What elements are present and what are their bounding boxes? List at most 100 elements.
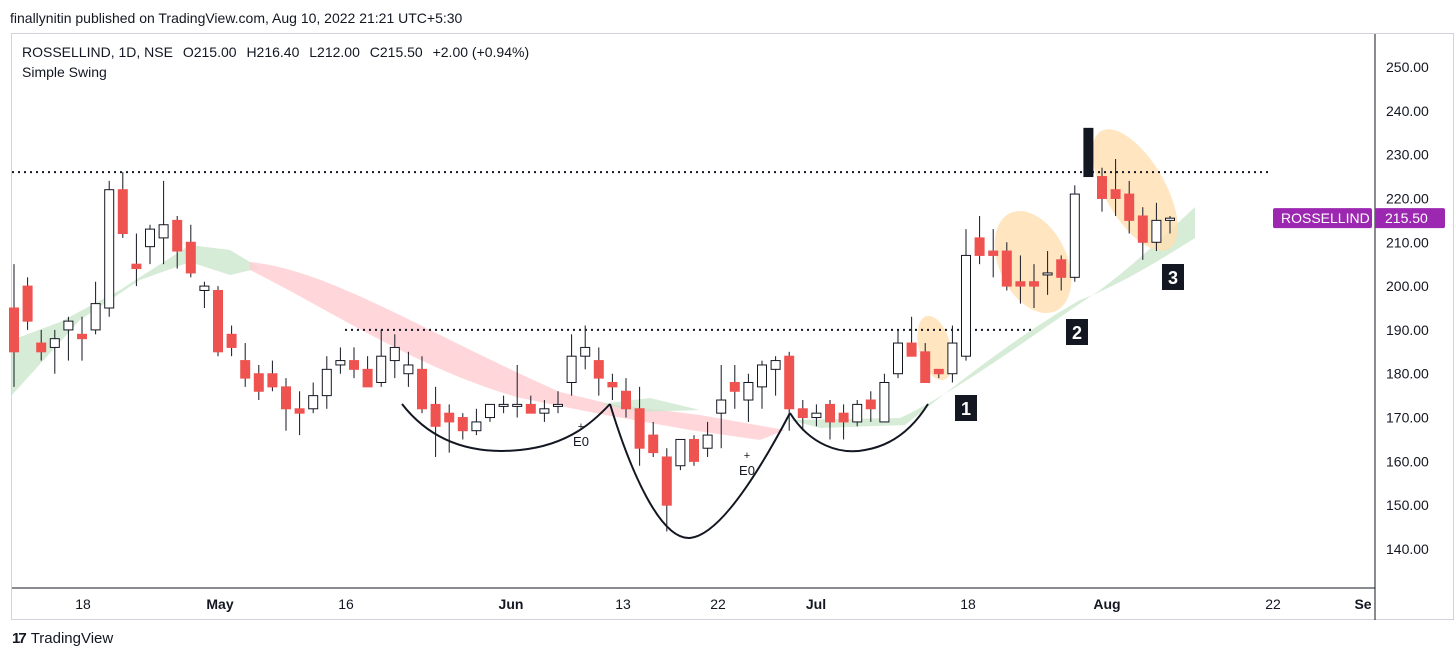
marker-2[interactable]: 2: [1066, 319, 1088, 345]
candle[interactable]: [1056, 255, 1067, 291]
candle[interactable]: [906, 316, 917, 357]
candle[interactable]: [321, 356, 332, 409]
candle[interactable]: [1001, 242, 1012, 291]
candle[interactable]: [77, 316, 87, 361]
candle[interactable]: [1015, 255, 1026, 304]
candle[interactable]: [661, 448, 672, 532]
candle[interactable]: [553, 391, 563, 414]
marker-3[interactable]: 3: [1162, 264, 1184, 290]
candle[interactable]: [593, 347, 604, 396]
candle[interactable]: [702, 421, 713, 457]
candle[interactable]: [1110, 159, 1121, 216]
candle[interactable]: [457, 413, 468, 440]
candle[interactable]: [362, 356, 373, 388]
candle[interactable]: [226, 325, 237, 357]
candle[interactable]: [893, 329, 903, 379]
candle[interactable]: [267, 360, 278, 392]
candle[interactable]: [865, 391, 876, 422]
indicator-name[interactable]: Simple Swing: [22, 64, 107, 80]
candle[interactable]: [1151, 202, 1162, 252]
candle[interactable]: [961, 229, 971, 361]
candle[interactable]: [349, 347, 359, 379]
candle[interactable]: [281, 378, 291, 431]
candle[interactable]: [607, 373, 618, 401]
candle[interactable]: [158, 180, 169, 265]
footer-brand[interactable]: 17 TradingView: [12, 630, 113, 647]
candle[interactable]: [920, 343, 931, 383]
candle[interactable]: [240, 343, 251, 387]
candle[interactable]: [308, 382, 319, 414]
candle[interactable]: [444, 404, 455, 453]
candle[interactable]: [213, 286, 223, 357]
candle[interactable]: [1083, 127, 1094, 178]
candle[interactable]: [294, 391, 305, 436]
candle[interactable]: [539, 400, 550, 422]
symbol-name[interactable]: ROSSELLIND, 1D, NSE: [22, 44, 173, 60]
candle[interactable]: [675, 438, 686, 471]
candle[interactable]: [852, 400, 863, 427]
marker-1[interactable]: 1: [955, 395, 977, 421]
candle[interactable]: [185, 224, 196, 278]
candle[interactable]: [417, 356, 427, 414]
candle[interactable]: [879, 373, 890, 423]
candle[interactable]: [716, 364, 727, 449]
candle[interactable]: [811, 404, 822, 427]
candle[interactable]: [63, 316, 74, 361]
candle[interactable]: [784, 351, 795, 431]
candle[interactable]: [1069, 185, 1080, 282]
candle[interactable]: [199, 281, 210, 309]
candle[interactable]: [172, 215, 183, 269]
candle[interactable]: [145, 224, 155, 265]
candle[interactable]: [1029, 264, 1039, 309]
candle[interactable]: [797, 400, 808, 431]
candle[interactable]: [757, 360, 767, 409]
candle[interactable]: [1124, 180, 1135, 234]
candle[interactable]: [770, 356, 781, 396]
cup-curve-right[interactable]: [789, 403, 929, 453]
earnings-marker-2[interactable]: +E0: [739, 450, 755, 478]
candle[interactable]: [512, 364, 523, 418]
candle[interactable]: [485, 403, 495, 422]
candle[interactable]: [648, 421, 659, 457]
candle[interactable]: [1042, 251, 1053, 295]
earnings-marker-1[interactable]: +E0: [573, 421, 589, 449]
candle[interactable]: [1137, 207, 1148, 260]
candle[interactable]: [104, 180, 115, 317]
candle[interactable]: [498, 395, 509, 414]
cup-curve-left[interactable]: [401, 403, 611, 452]
candle[interactable]: [90, 281, 101, 335]
candle[interactable]: [634, 386, 645, 466]
candle[interactable]: [729, 364, 740, 409]
candle[interactable]: [825, 400, 835, 440]
candle[interactable]: [566, 334, 577, 396]
candle[interactable]: [743, 373, 754, 422]
candle[interactable]: [335, 347, 346, 374]
candle[interactable]: [403, 351, 414, 387]
candle[interactable]: [430, 386, 441, 457]
candle[interactable]: [1097, 167, 1107, 212]
candle[interactable]: [838, 404, 849, 440]
candle[interactable]: [22, 277, 33, 330]
candle[interactable]: [525, 395, 536, 414]
candle[interactable]: [376, 329, 387, 387]
candle[interactable]: [974, 215, 985, 265]
candle[interactable]: [689, 435, 699, 466]
candle[interactable]: [933, 368, 944, 379]
candle[interactable]: [9, 264, 19, 387]
candle[interactable]: [253, 364, 264, 401]
cup-curve-middle[interactable]: [609, 403, 791, 540]
candle[interactable]: [389, 334, 400, 379]
candle[interactable]: [621, 378, 631, 418]
candle[interactable]: [988, 229, 999, 278]
candle[interactable]: [580, 325, 591, 370]
candle[interactable]: [117, 172, 128, 238]
candle[interactable]: [1165, 215, 1175, 234]
last-price-tag[interactable]: ROSSELLIND 215.50: [1273, 208, 1445, 229]
candle[interactable]: [471, 408, 482, 436]
candle[interactable]: [49, 329, 60, 374]
candle-body: [566, 355, 577, 383]
candle[interactable]: [131, 233, 142, 287]
candle[interactable]: [947, 325, 958, 383]
candle[interactable]: [36, 329, 47, 361]
